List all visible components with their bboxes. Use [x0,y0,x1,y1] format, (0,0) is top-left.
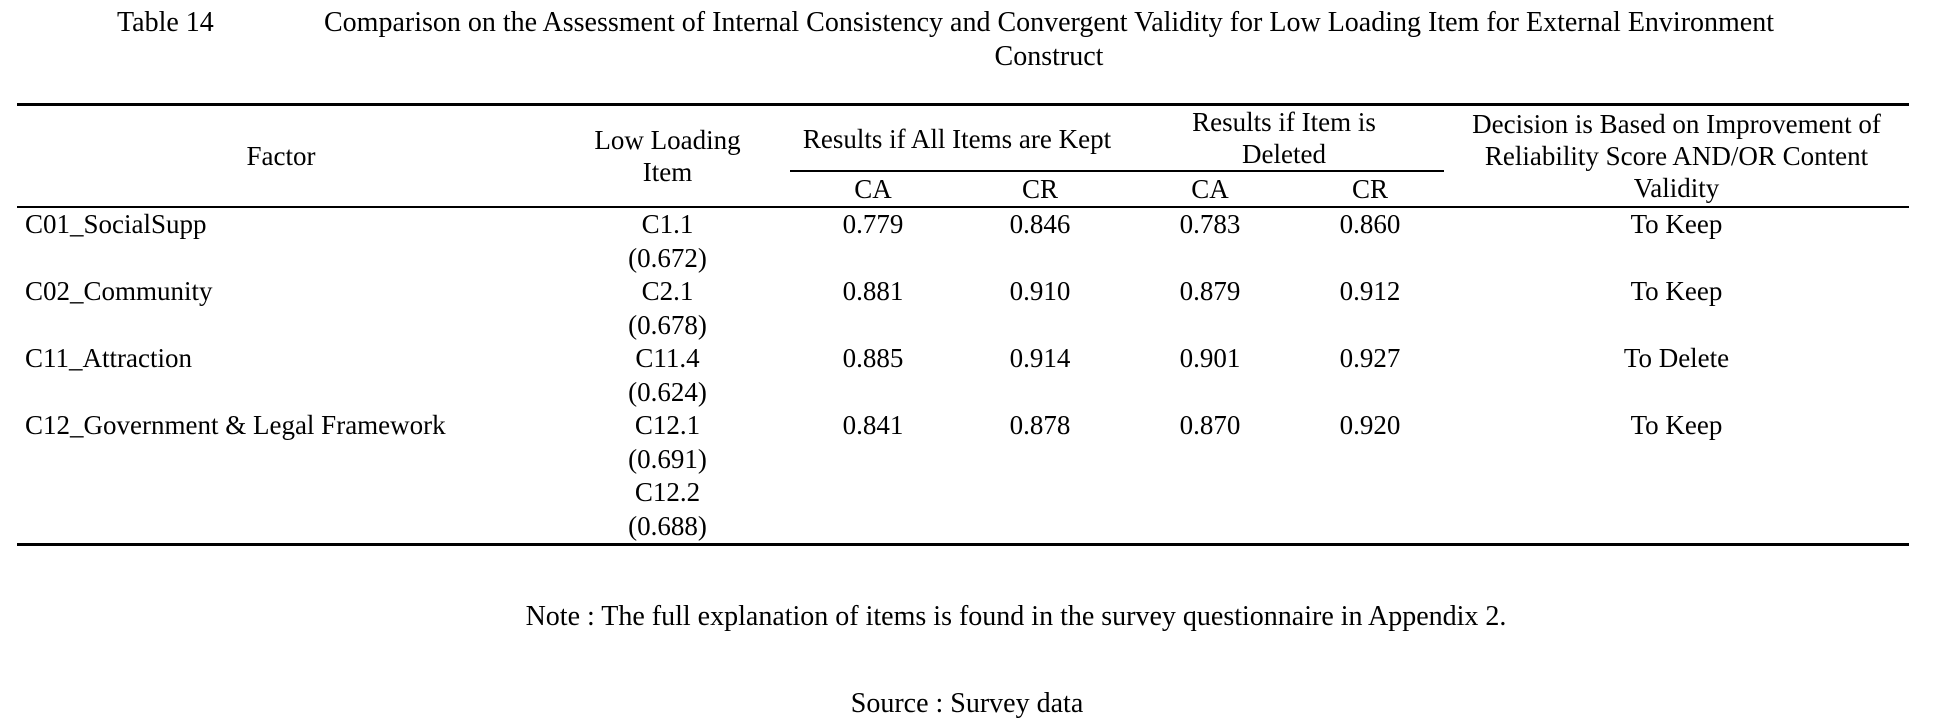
kept-ca-cell: 0.885 [842,343,904,373]
low-loading-item-cell: C1.1 (0.672) [545,207,790,275]
table-caption-title: Comparison on the Assessment of Internal… [287,6,1811,74]
kept-cr-cell: 0.878 [1009,410,1071,440]
item-code: C11.4 [635,343,700,373]
header-factor: Factor [17,104,545,208]
decision-cell: To Keep [1630,410,1723,440]
item-code: C12.2 [634,477,701,507]
item-loading: (0.678) [628,309,707,340]
decision-cell: To Keep [1630,276,1723,306]
header-low-loading-item: Low Loading Item [545,104,790,208]
item-code: C1.1 [641,209,694,239]
table-source: Source : Survey data [850,688,1084,719]
header-deleted-ca: CA [1124,171,1296,208]
kept-cr-cell: 0.914 [1009,343,1071,373]
header-low-loading-item-text: Low Loading Item [594,125,741,187]
table-caption-label: Table 14 [117,7,214,38]
factor-cell: C12_Government & Legal Framework [25,410,446,440]
deleted-cr-cell: 0.912 [1339,276,1401,306]
kept-cr-cell: 0.910 [1009,276,1071,306]
deleted-ca-cell: 0.783 [1179,209,1241,239]
header-group-kept: Results if All Items are Kept [790,104,1124,172]
decision-cell: To Keep [1630,209,1723,239]
item-loading: (0.691) [628,443,707,474]
header-group-deleted: Results if Item is Deleted [1124,104,1444,172]
factor-cell: C11_Attraction [25,343,192,373]
table-row: C12_Government & Legal Framework C12.1 (… [17,409,1909,545]
low-loading-item-cell: C2.1 (0.678) [545,275,790,342]
header-decision: Decision is Based on Improvement of Reli… [1444,104,1909,208]
header-decision-text: Decision is Based on Improvement of Reli… [1472,109,1881,203]
table-row: C11_Attraction C11.4 (0.624) 0.885 0.914… [17,342,1909,409]
table-row: C01_SocialSupp C1.1 (0.672) 0.779 0.846 … [17,207,1909,275]
deleted-cr-cell: 0.860 [1339,209,1401,239]
item-loading: (0.672) [628,242,707,273]
header-kept-cr: CR [956,171,1124,208]
deleted-ca-cell: 0.901 [1179,343,1241,373]
factor-cell: C01_SocialSupp [25,209,207,239]
deleted-ca-cell: 0.870 [1179,410,1241,440]
deleted-ca-cell: 0.879 [1179,276,1241,306]
decision-cell: To Delete [1623,343,1730,373]
header-group-deleted-text: Results if Item is Deleted [1192,107,1376,169]
item-code: C12.1 [634,410,701,440]
deleted-cr-cell: 0.920 [1339,410,1401,440]
header-group-kept-text: Results if All Items are Kept [802,124,1112,155]
kept-ca-cell: 0.779 [842,209,904,239]
item-code: C2.1 [641,276,694,306]
header-deleted-cr: CR [1296,171,1444,208]
kept-ca-cell: 0.841 [842,410,904,440]
comparison-table: Factor Low Loading Item Results if All I… [17,103,1909,546]
item-loading: (0.688) [628,510,707,541]
item-loading: (0.624) [628,376,707,407]
kept-cr-cell: 0.846 [1009,209,1071,239]
table-note: Note : The full explanation of items is … [525,601,1507,632]
deleted-cr-cell: 0.927 [1339,343,1401,373]
kept-ca-cell: 0.881 [842,276,904,306]
low-loading-item-cell: C11.4 (0.624) [545,342,790,409]
table-row: C02_Community C2.1 (0.678) 0.881 0.910 0… [17,275,1909,342]
header-kept-ca: CA [790,171,956,208]
table-caption-title-line1: Comparison on the Assessment of Internal… [323,7,1775,38]
table-caption-title-line2: Construct [994,41,1104,72]
factor-cell: C02_Community [25,276,213,306]
low-loading-item-cell: C12.1 (0.691) C12.2 (0.688) [545,409,790,545]
